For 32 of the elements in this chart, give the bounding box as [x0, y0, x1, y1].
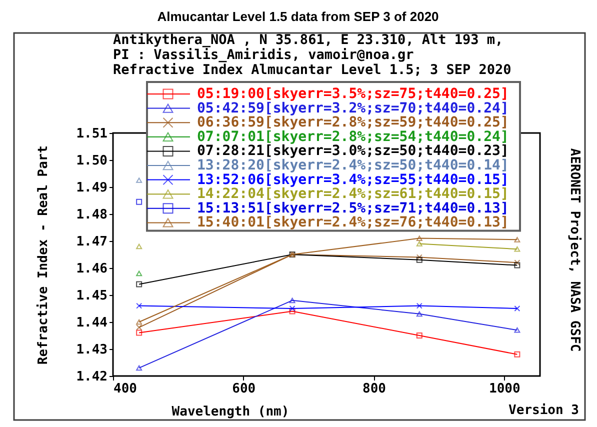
legend-label: 14:22:04[skyerr=2.4%;sz=61;t440=0.15]	[197, 186, 509, 202]
text: PI : Vassilis_Amiridis, vamoir@noa.gr	[113, 47, 414, 63]
legend-label: 06:36:59[skyerr=2.8%;sz=59;t440=0.25]	[197, 114, 509, 131]
legend-label: 13:52:06[skyerr=3.4%;sz=55;t440=0.15]	[197, 172, 509, 188]
x-tick-label: 800	[362, 382, 386, 396]
text: Refractive Index Almucantar Level 1.5; 3 SEP 2020	[113, 62, 512, 78]
x-tick-label: 1000	[488, 382, 520, 396]
legend-label: 13:28:20[skyerr=2.4%;sz=50;t440=0.14]	[197, 158, 509, 174]
y-tick-label: 1.45	[76, 288, 108, 304]
x-axis-title: Wavelength (nm)	[172, 404, 290, 420]
y-tick-label: 1.51	[76, 126, 108, 142]
y-tick-label: 1.46	[76, 262, 108, 276]
text: Antikythera_NOA , N 35.861, E 23.310, Alt 193 m,	[113, 32, 504, 48]
legend-label: 07:28:21[skyerr=3.0%;sz=50;t440=0.23]	[197, 143, 509, 160]
x-tick-label: 600	[232, 382, 256, 396]
y-tick-label: 1.49	[76, 180, 108, 196]
chart-title: Almucantar Level 1.5 data from SEP 3 of 2020	[157, 9, 439, 24]
y-tick-label: 1.47	[76, 234, 108, 250]
legend-label: 15:13:51[skyerr=2.5%;sz=71;t440=0.13]	[197, 200, 509, 216]
y-tick-label: 1.50	[76, 154, 108, 168]
y-tick-label: 1.48	[76, 208, 108, 222]
x-tick-label: 400	[114, 382, 138, 396]
legend-label: 15:40:01[skyerr=2.4%;sz=76;t440=0.13]	[197, 214, 509, 231]
y-tick-label: 1.44	[76, 316, 108, 330]
legend-label: 05:19:00[skyerr=3.5%;sz=75;t440=0.25]	[197, 86, 509, 102]
text: Version 3	[508, 403, 579, 418]
y-axis-title: Refractive Index - Real Part	[36, 145, 52, 365]
legend-label: 07:07:01[skyerr=2.8%;sz=54;t440=0.24]	[197, 128, 509, 145]
text: AERONET Project, NASA GSFC	[567, 148, 582, 352]
y-tick-label: 1.43	[76, 342, 108, 358]
legend-label: 05:42:59[skyerr=3.2%;sz=70;t440=0.24]	[197, 100, 509, 116]
y-tick-label: 1.42	[76, 370, 108, 384]
